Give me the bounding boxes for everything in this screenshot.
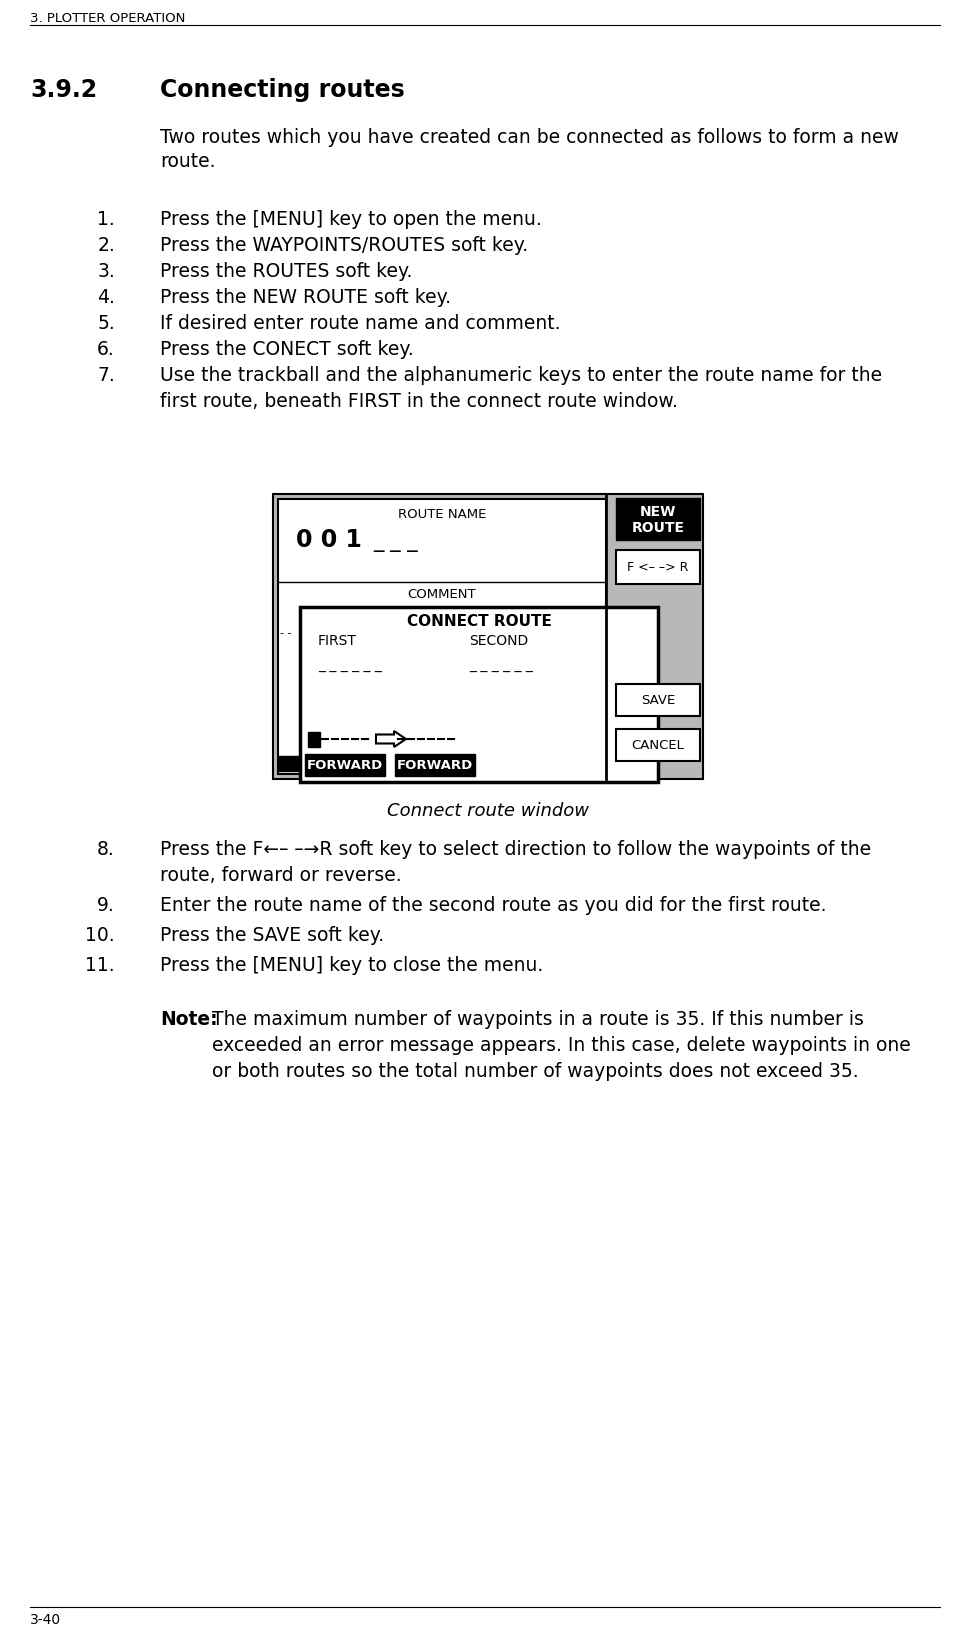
Text: Press the F←– –→R soft key to select direction to follow the waypoints of the: Press the F←– –→R soft key to select dir…	[160, 839, 870, 858]
Text: Press the NEW ROUTE soft key.: Press the NEW ROUTE soft key.	[160, 287, 451, 307]
Text: or both routes so the total number of waypoints does not exceed 35.: or both routes so the total number of wa…	[212, 1061, 858, 1080]
Text: ROUTE NAME: ROUTE NAME	[397, 508, 485, 521]
Text: 6.: 6.	[97, 339, 115, 359]
Text: FIRST: FIRST	[318, 633, 357, 648]
Text: Note:: Note:	[160, 1009, 217, 1028]
Bar	[615, 684, 700, 716]
Text: 0 0 1: 0 0 1	[296, 527, 361, 552]
Text: 8.: 8.	[97, 839, 115, 858]
Text: FORWARD: FORWARD	[306, 759, 383, 772]
Text: CONNECT ROUTE: CONNECT ROUTE	[406, 614, 550, 628]
Bar	[615, 499, 700, 540]
Text: 9.: 9.	[97, 896, 115, 914]
Text: F <– –> R: F <– –> R	[627, 561, 688, 574]
Text: 5.: 5.	[97, 313, 115, 333]
Text: Press the [MENU] key to open the menu.: Press the [MENU] key to open the menu.	[160, 211, 542, 228]
Text: Press the WAYPOINTS/ROUTES soft key.: Press the WAYPOINTS/ROUTES soft key.	[160, 237, 527, 255]
Bar	[308, 733, 320, 747]
Text: route, forward or reverse.: route, forward or reverse.	[160, 865, 401, 885]
Text: 10.: 10.	[85, 925, 115, 945]
Text: 2.: 2.	[97, 237, 115, 255]
Text: 3.: 3.	[97, 261, 115, 281]
Text: 7.: 7.	[97, 366, 115, 385]
Text: route.: route.	[160, 152, 215, 171]
Text: Use the trackball and the alphanumeric keys to enter the route name for the: Use the trackball and the alphanumeric k…	[160, 366, 881, 385]
Text: 4.: 4.	[97, 287, 115, 307]
Text: Press the [MENU] key to close the menu.: Press the [MENU] key to close the menu.	[160, 955, 543, 974]
Text: 3.9.2: 3.9.2	[30, 78, 97, 101]
Text: If desired enter route name and comment.: If desired enter route name and comment.	[160, 313, 560, 333]
Text: _ _ _ _ _ _: _ _ _ _ _ _	[318, 658, 382, 672]
Text: NEW
ROUTE: NEW ROUTE	[631, 504, 684, 535]
Text: _ _ _: _ _ _	[373, 532, 418, 552]
Text: Enter the route name of the second route as you did for the first route.: Enter the route name of the second route…	[160, 896, 826, 914]
Text: SECOND: SECOND	[469, 633, 528, 648]
Text: _ _ _ _ _ _: _ _ _ _ _ _	[469, 658, 532, 672]
Text: SAVE: SAVE	[641, 694, 674, 707]
Text: exceeded an error message appears. In this case, delete waypoints in one: exceeded an error message appears. In th…	[212, 1035, 910, 1054]
Bar	[615, 730, 700, 762]
Bar	[615, 550, 700, 584]
Text: 3. PLOTTER OPERATION: 3. PLOTTER OPERATION	[30, 11, 185, 24]
Text: Connecting routes: Connecting routes	[160, 78, 404, 101]
FancyArrow shape	[376, 731, 406, 747]
Bar	[272, 494, 703, 780]
Text: Two routes which you have created can be connected as follows to form a new: Two routes which you have created can be…	[160, 127, 898, 147]
Text: - -: - -	[280, 628, 292, 638]
Text: 3-40: 3-40	[30, 1612, 61, 1625]
Text: The maximum number of waypoints in a route is 35. If this number is: The maximum number of waypoints in a rou…	[212, 1009, 863, 1028]
Text: 11.: 11.	[85, 955, 115, 974]
Text: COMMENT: COMMENT	[407, 588, 476, 601]
Text: FORWARD: FORWARD	[396, 759, 473, 772]
Bar	[304, 754, 385, 777]
Bar	[299, 607, 657, 782]
Text: Press the SAVE soft key.: Press the SAVE soft key.	[160, 925, 384, 945]
Bar	[394, 754, 475, 777]
Text: Connect route window: Connect route window	[387, 801, 588, 819]
Text: CANCEL: CANCEL	[631, 739, 684, 752]
Bar	[278, 499, 606, 775]
Text: Press the ROUTES soft key.: Press the ROUTES soft key.	[160, 261, 412, 281]
Bar	[278, 757, 299, 772]
Text: first route, beneath FIRST in the connect route window.: first route, beneath FIRST in the connec…	[160, 392, 677, 411]
Text: Press the CONECT soft key.: Press the CONECT soft key.	[160, 339, 414, 359]
Text: 1.: 1.	[97, 211, 115, 228]
